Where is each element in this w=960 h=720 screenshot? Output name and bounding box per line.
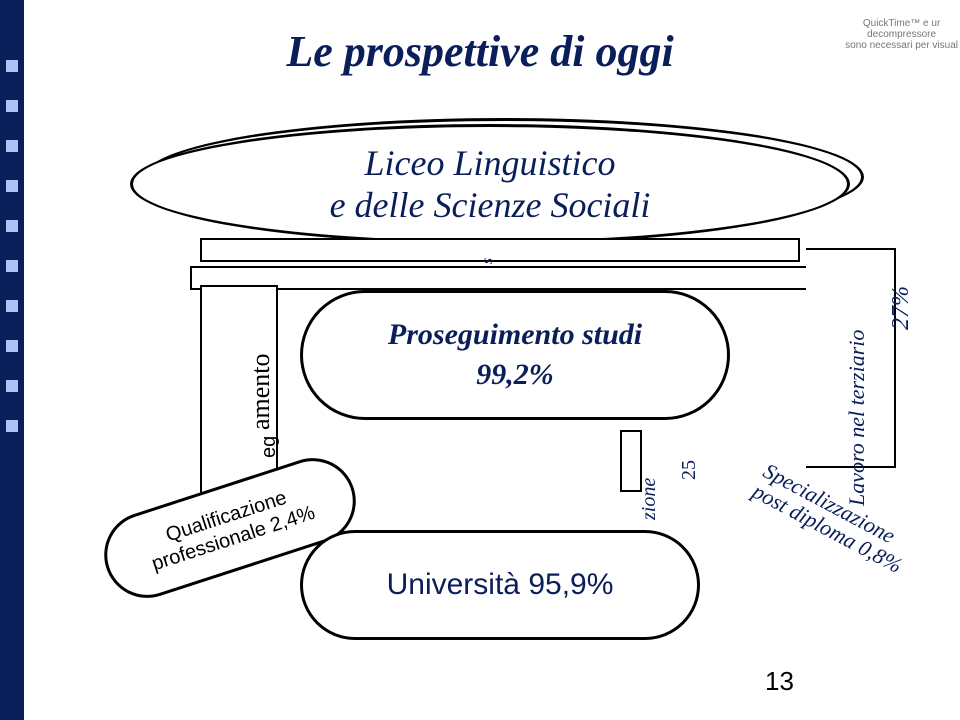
specializzazione-label: Specializzazione post diploma 0,8% (749, 459, 917, 578)
slide-title: Le prospettive di oggi (0, 26, 960, 77)
nav-tick (6, 340, 18, 352)
center-pill: Proseguimento studi 99,2% (300, 290, 730, 420)
nav-tick (6, 420, 18, 432)
nav-tick (6, 100, 18, 112)
left-arrow-label: amento (246, 353, 276, 430)
universita-pill: Università 95,9% (300, 530, 700, 640)
nav-tick (6, 380, 18, 392)
twentyfive-fragment: 25 (678, 460, 701, 480)
nav-tick (6, 260, 18, 272)
lavoro-label: Lavoro nel terziario (844, 330, 870, 506)
zione-fragment: zione (638, 478, 661, 520)
bar (200, 238, 800, 262)
pct-27: 27% (888, 286, 915, 330)
header-ellipse: Liceo Linguistico e delle Scienze Social… (130, 110, 870, 250)
nav-tick (6, 220, 18, 232)
universita-label: Università 95,9% (387, 568, 614, 602)
header-line1: Liceo Linguistico (365, 142, 616, 184)
bar (190, 266, 810, 290)
nav-sidebar (0, 0, 24, 720)
page-number: 13 (765, 666, 794, 697)
nav-tick (6, 180, 18, 192)
stacked-bars (190, 238, 810, 294)
bar-letter: s (479, 258, 497, 264)
left-arrow-sublabel: eg (258, 436, 281, 458)
header-ellipse-front: Liceo Linguistico e delle Scienze Social… (130, 124, 850, 244)
center-line1: Proseguimento studi (388, 318, 642, 352)
nav-tick (6, 300, 18, 312)
header-line2: e delle Scienze Sociali (330, 184, 651, 226)
nav-tick (6, 140, 18, 152)
center-line2: 99,2% (476, 358, 554, 392)
